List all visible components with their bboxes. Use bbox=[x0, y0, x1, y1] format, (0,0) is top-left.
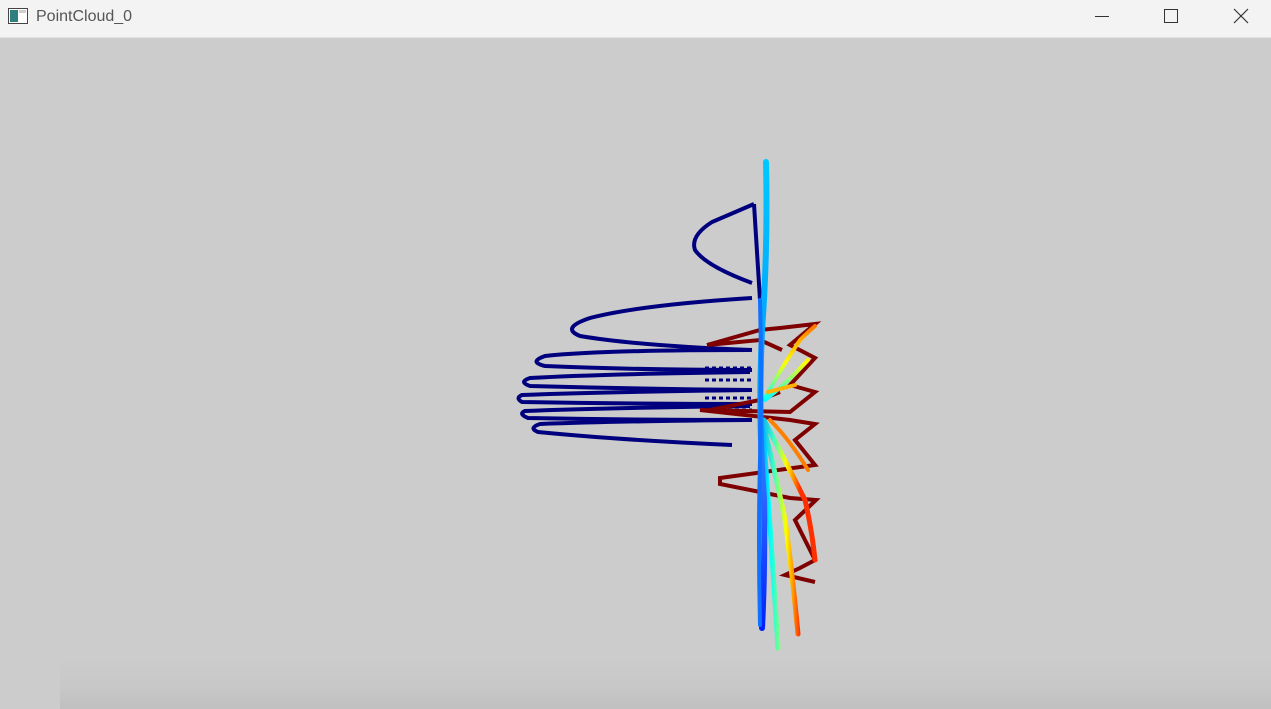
window-title: PointCloud_0 bbox=[36, 8, 133, 25]
maximize-button[interactable] bbox=[1137, 0, 1203, 34]
point-cloud-render bbox=[516, 159, 822, 651]
fan-strand-2 bbox=[761, 417, 818, 563]
minimize-icon bbox=[1095, 16, 1109, 17]
fan-strand-1 bbox=[759, 417, 801, 637]
point-cloud-viewport[interactable] bbox=[0, 38, 1271, 709]
colored-fan-group bbox=[759, 324, 818, 651]
fan-strand-5 bbox=[763, 358, 810, 402]
fan-strand-6 bbox=[766, 383, 797, 394]
center-axis-inner bbox=[757, 298, 763, 627]
close-button[interactable] bbox=[1205, 0, 1271, 34]
blue-spiral-loop-1 bbox=[692, 202, 755, 285]
blue-spiral-dashes bbox=[700, 366, 752, 412]
blue-spiral-top bbox=[752, 203, 762, 301]
minimize-button[interactable] bbox=[1069, 0, 1135, 34]
blue-spiral-loop-3 bbox=[534, 348, 753, 372]
window-app-icon bbox=[8, 8, 28, 24]
blue-spiral-loop-5 bbox=[516, 388, 753, 406]
blue-spiral-loop-4 bbox=[522, 370, 753, 392]
red-zigzag-outer bbox=[699, 321, 822, 584]
viewport-bottom-shade bbox=[60, 658, 1271, 709]
fan-strand-7 bbox=[768, 418, 810, 472]
maximize-icon bbox=[1164, 9, 1178, 23]
blue-spiral-loop-2 bbox=[570, 296, 753, 352]
blue-spiral-loop-7 bbox=[531, 418, 751, 447]
blue-spiral-group bbox=[516, 202, 762, 447]
fan-strand-4 bbox=[763, 324, 817, 400]
fan-strand-3 bbox=[760, 427, 781, 651]
center-axis-group bbox=[757, 159, 770, 631]
title-bar[interactable]: PointCloud_0 bbox=[0, 0, 1271, 38]
close-icon bbox=[1233, 8, 1249, 24]
